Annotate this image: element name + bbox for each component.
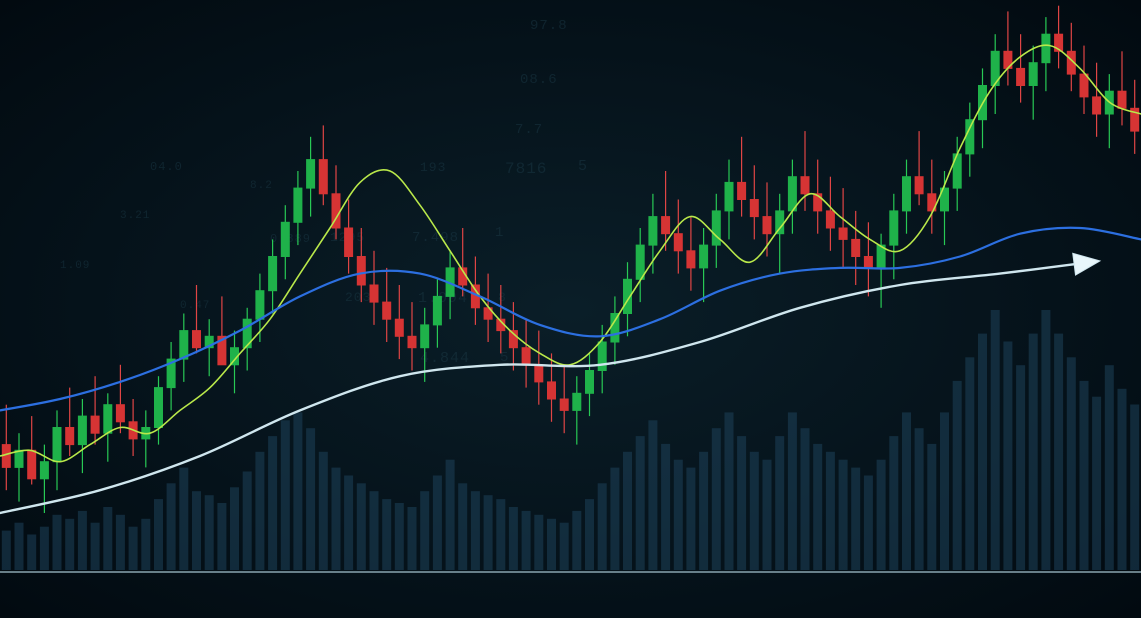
chart-svg bbox=[0, 0, 1141, 618]
volume-bars bbox=[2, 310, 1139, 570]
candlestick-chart: 97.808.67.71937816504.00.88912957.498120… bbox=[0, 0, 1141, 618]
trend-arrow-icon bbox=[1073, 253, 1100, 275]
trend-line bbox=[0, 262, 1090, 513]
